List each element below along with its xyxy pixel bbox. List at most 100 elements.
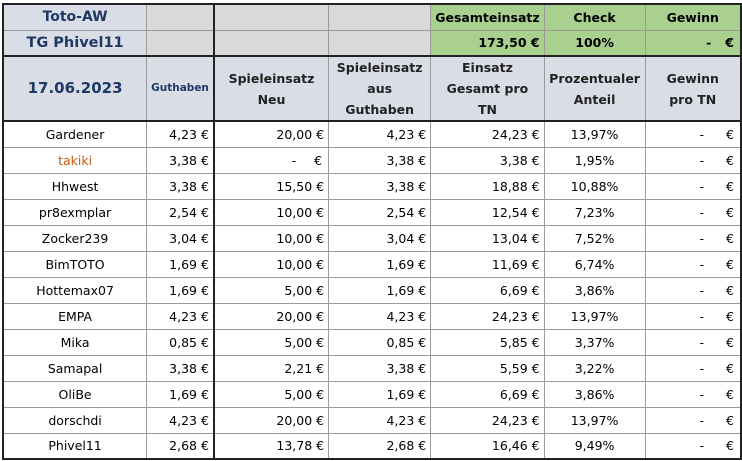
spieleinsatz-aus-cell: 2,68 € [328,432,432,460]
header-line: aus Guthaben [345,81,415,117]
gewinn-dash: - [699,412,705,428]
header-line: pro TN [669,91,717,107]
header-line: Gewinn [666,70,719,86]
table-row: Phivel11 2,68 €13,78 €2,68 €16,46 €9,49% -… [2,432,742,460]
gesamteinsatz-value: 173,50 € [430,29,545,57]
spieleinsatz-aus-cell: 1,69 € [328,380,432,408]
anteil-cell: 9,49% [543,432,646,460]
participant-name: takiki [2,146,148,174]
einsatz-gesamt-cell: 5,59 € [430,354,545,382]
gewinn-dash: - [699,360,705,376]
participant-name: EMPA [2,302,148,330]
table-row: dorschdi 4,23 €20,00 €4,23 €24,23 €13,97%… [2,406,742,434]
einsatz-gesamt-cell: 5,85 € [430,328,545,356]
participant-name: Hhwest [2,172,148,200]
gewinn-cell: - € [644,354,742,382]
check-label: Check [543,3,646,31]
gewinn-dash: - [699,386,705,402]
anteil-cell: 6,74% [543,250,646,278]
header-line: Einsatz [462,60,513,75]
empty-cell [212,29,330,57]
gewinn-dash: - [699,438,705,454]
table-row: pr8exmplar 2,54 €10,00 €2,54 €12,54 €7,23… [2,198,742,226]
sheet-subtitle: TG Phivel11 [2,29,148,57]
participant-name: Hottemax07 [2,276,148,304]
guthaben-cell: 1,69 € [146,250,215,278]
gewinn-cell: - € [644,406,742,434]
table-row: Samapal 3,38 €2,21 €3,38 €5,59 €3,22% - € [2,354,742,382]
einsatz-gesamt-cell: 11,69 € [430,250,545,278]
anteil-header: Prozentualer Anteil [543,55,646,122]
gewinn-cell: - € [644,432,742,460]
spieleinsatz-aus-cell: 4,23 € [328,120,432,148]
guthaben-cell: 4,23 € [146,302,215,330]
gewinn-eur: € [726,282,734,298]
gewinn-eur: € [726,178,734,194]
spieleinsatz-aus-header: Spieleinsatz aus Guthaben [328,55,432,122]
table-row: Hottemax07 1,69 €5,00 €1,69 €6,69 €3,86% -… [2,276,742,304]
participant-name: Zocker239 [2,224,148,252]
header-line: Prozentualer [549,70,640,86]
einsatz-gesamt-cell: 13,04 € [430,224,545,252]
table-row: Zocker239 3,04 €10,00 €3,04 €13,04 €7,52%… [2,224,742,252]
guthaben-cell: 2,68 € [146,432,215,460]
einsatz-gesamt-cell: 18,88 € [430,172,545,200]
gewinn-eur: € [726,126,734,142]
spieleinsatz-neu-cell: 20,00 € [212,302,330,330]
einsatz-gesamt-cell: 24,23 € [430,120,545,148]
gewinn-cell: - € [644,224,742,252]
gewinn-eur: € [726,230,734,246]
gewinn-dash: - [699,152,705,168]
spieleinsatz-aus-cell: 1,69 € [328,276,432,304]
anteil-cell: 13,97% [543,406,646,434]
gewinn-eur: € [726,256,734,272]
einsatz-gesamt-cell: 24,23 € [430,406,545,434]
spieleinsatz-aus-cell: 0,85 € [328,328,432,356]
participant-name: Gardener [2,120,148,148]
spieleinsatz-neu-cell: 20,00 € [212,406,330,434]
anteil-cell: 13,97% [543,302,646,330]
gesamteinsatz-label: Gesamteinsatz [430,3,545,31]
empty-cell [146,3,215,31]
einsatz-gesamt-cell: 6,69 € [430,380,545,408]
gewinn-dash: - [706,35,712,51]
anteil-cell: 3,86% [543,276,646,304]
gewinn-eur: € [725,35,734,51]
participant-name: Samapal [2,354,148,382]
anteil-cell: 7,23% [543,198,646,226]
gewinn-cell: - € [644,120,742,148]
header-line: Spieleinsatz [336,60,423,75]
gewinn-dash: - [699,334,705,350]
table-row: Gardener 4,23 €20,00 €4,23 €24,23 €13,97%… [2,120,742,148]
gewinn-eur: € [726,308,734,324]
anteil-cell: 3,86% [543,380,646,408]
guthaben-cell: 0,85 € [146,328,215,356]
gewinn-cell: - € [644,276,742,304]
participant-name: Phivel11 [2,432,148,460]
gewinn-eur: € [726,412,734,428]
anteil-cell: 13,97% [543,120,646,148]
gewinn-cell: - € [644,198,742,226]
toto-table: Toto-AW Gesamteinsatz Check Gewinn TG Ph… [2,3,742,460]
einsatz-header: Einsatz Gesamt pro TN [430,55,545,122]
anteil-cell: 10,88% [543,172,646,200]
spieleinsatz-aus-cell: 2,54 € [328,198,432,226]
guthaben-header: Guthaben [146,55,215,122]
spieleinsatz-aus-cell: 3,04 € [328,224,432,252]
gewinn-cell: - € [644,146,742,174]
check-value: 100% [543,29,646,57]
guthaben-cell: 4,23 € [146,406,215,434]
gewinn-eur: € [726,438,734,454]
header-line: Neu [257,91,286,107]
empty-cell [328,3,432,31]
participant-name: Mika [2,328,148,356]
einsatz-gesamt-cell: 24,23 € [430,302,545,330]
gewinn-cell: - € [644,302,742,330]
spieleinsatz-neu-cell: 5,00 € [212,276,330,304]
spieleinsatz-neu-cell: - € [212,146,330,174]
table-row: takiki 3,38 € - €3,38 €3,38 €1,95% - € [2,146,742,174]
empty-cell [146,29,215,57]
spieleinsatz-aus-cell: 3,38 € [328,172,432,200]
spieleinsatz-neu-cell: 10,00 € [212,224,330,252]
guthaben-cell: 2,54 € [146,198,215,226]
